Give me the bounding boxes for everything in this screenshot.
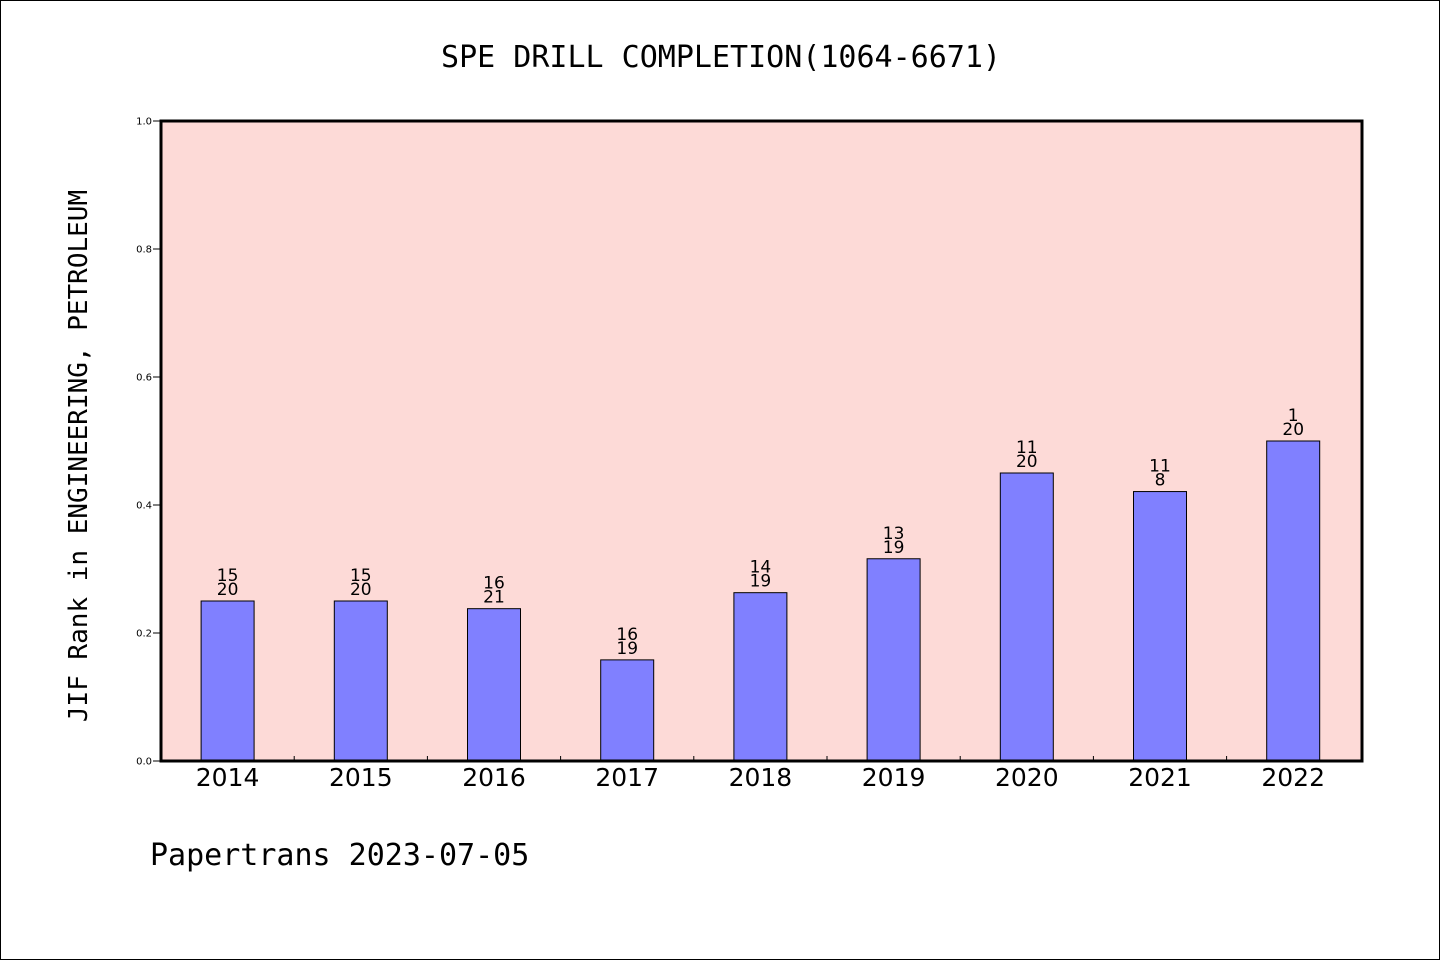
bar — [333, 600, 388, 762]
x-tick-label: 2019 — [862, 763, 926, 792]
y-tick-label: 0.2 — [136, 629, 152, 640]
bar-rank-label: 1 — [1288, 406, 1299, 426]
bar-total-label: 20 — [217, 580, 239, 600]
x-tick-label: 2016 — [462, 763, 526, 792]
x-tick-label: 2017 — [595, 763, 659, 792]
bar-rank-label: 16 — [616, 625, 638, 645]
y-axis: 0.0 0.2 0.4 0.6 0.8 1.0 — [136, 117, 161, 768]
bar-rank-label: 16 — [483, 574, 505, 594]
chart-title: SPE DRILL COMPLETION(1064-6671) — [441, 40, 1001, 75]
y-tick-label: 0.8 — [136, 245, 152, 256]
bar-series — [200, 440, 1321, 762]
x-axis: 2014 2015 2016 2017 2018 2019 2020 2021 2022 — [196, 756, 1325, 792]
bar — [999, 472, 1054, 762]
bar — [1133, 491, 1187, 762]
x-tick-label: 2018 — [729, 763, 793, 792]
bar-total-label: 20 — [350, 580, 372, 600]
bar-total-label: 19 — [750, 572, 772, 592]
bar-rank-label: 11 — [1016, 438, 1038, 458]
bar-rank-label: 15 — [217, 566, 239, 586]
bar — [1266, 440, 1321, 762]
x-tick-label: 2015 — [329, 763, 393, 792]
bar — [600, 659, 655, 762]
x-tick-label: 2014 — [196, 763, 260, 792]
x-tick-label: 2021 — [1128, 763, 1192, 792]
bar — [866, 558, 921, 762]
bar-total-label: 8 — [1155, 471, 1166, 491]
bar-rank-label: 13 — [883, 524, 905, 544]
y-tick-label: 0.0 — [136, 757, 152, 768]
y-tick-label: 1.0 — [136, 117, 152, 128]
plot-border — [159, 119, 1364, 763]
bar-rank-label: 11 — [1149, 457, 1171, 477]
bar-total-label: 19 — [883, 538, 905, 558]
x-tick-label: 2020 — [995, 763, 1059, 792]
bar-total-label: 21 — [483, 588, 505, 608]
bar — [733, 592, 788, 762]
footer-text: Papertrans 2023-07-05 — [150, 838, 529, 873]
bar — [200, 600, 255, 762]
x-tick-label: 2022 — [1261, 763, 1325, 792]
bar — [467, 608, 521, 762]
bar-rank-label: 15 — [350, 566, 372, 586]
bar-total-label: 20 — [1282, 420, 1304, 440]
y-axis-label: JIF Rank in ENGINEERING, PETROLEUM — [64, 190, 94, 722]
bar-total-label: 20 — [1016, 452, 1038, 472]
bar-total-label: 19 — [616, 639, 638, 659]
y-tick-label: 0.4 — [136, 501, 152, 512]
bar-rank-label: 14 — [750, 558, 772, 578]
y-tick-label: 0.6 — [136, 373, 152, 384]
